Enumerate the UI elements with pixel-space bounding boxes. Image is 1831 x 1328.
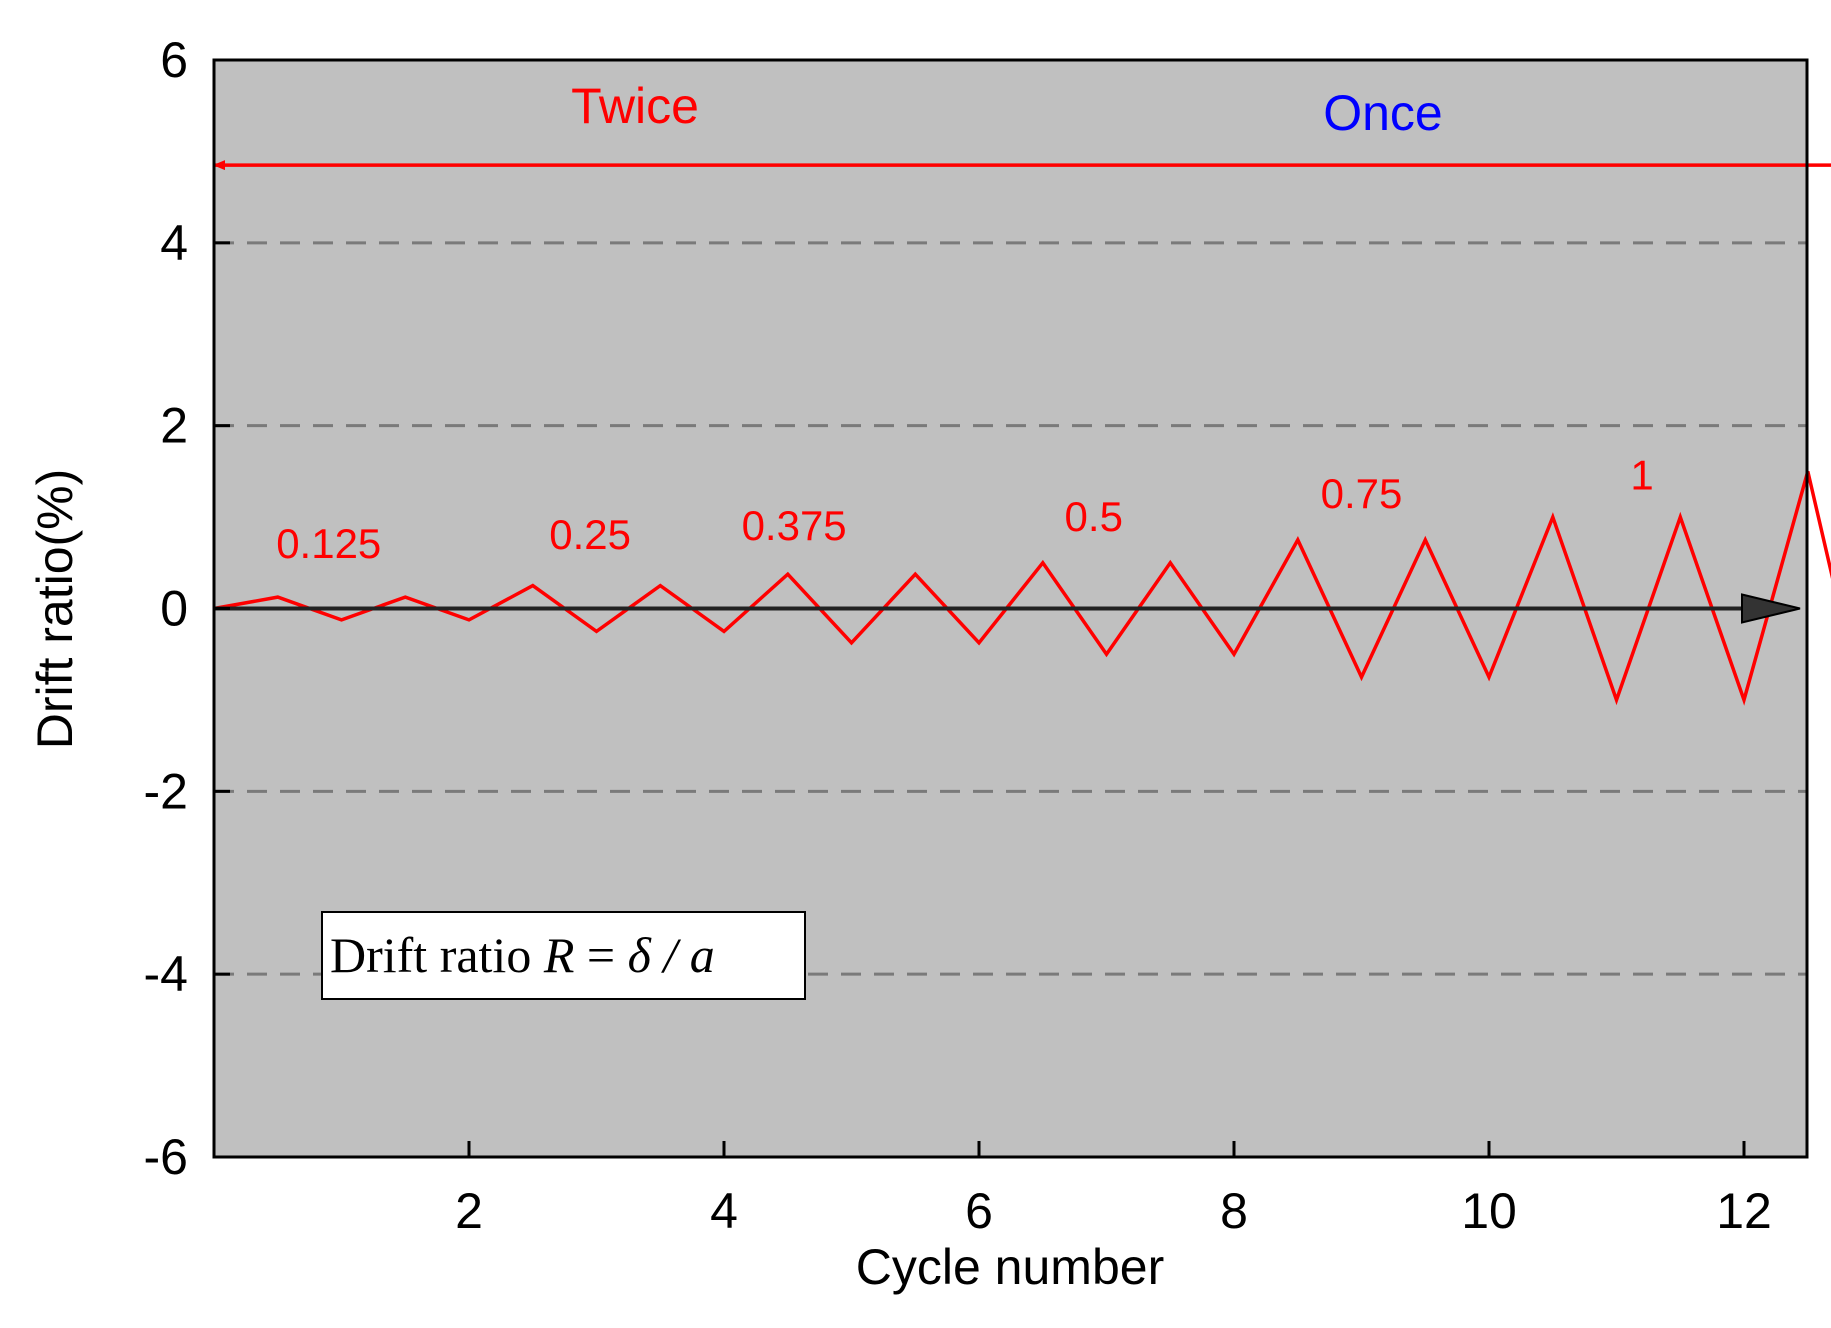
x-tick-label: 6 <box>965 1183 993 1239</box>
formula-box: Drift ratio R = δ / a <box>321 911 806 1000</box>
y-tick-label: 0 <box>160 581 188 637</box>
amplitude-label: 0.375 <box>742 502 847 549</box>
y-tick-label: -4 <box>144 946 188 1002</box>
formula-box-frame <box>321 911 806 1000</box>
formula-prefix: Drift ratio <box>330 927 544 983</box>
y-axis-title: Drift ratio(%) <box>27 469 83 750</box>
y-tick-label: 2 <box>160 398 188 454</box>
range-annotations: Twice Once <box>213 78 1831 171</box>
amplitude-label: 0.25 <box>549 511 631 558</box>
formula-a: a <box>690 927 715 983</box>
x-tick-label: 8 <box>1220 1183 1248 1239</box>
zero-axis-arrow <box>214 593 1801 624</box>
y-ticks: -6 -4 -2 0 2 4 6 <box>144 32 230 1185</box>
amplitude-label: 0.75 <box>1321 470 1403 517</box>
formula-slash: / <box>651 927 690 983</box>
formula-R: R <box>543 927 575 983</box>
y-tick-label: 4 <box>160 215 188 271</box>
x-ticks: 2468101214161820 <box>455 1141 1772 1239</box>
zero-axis-arrowhead <box>1741 593 1801 624</box>
range-label-once: Once <box>1323 85 1443 141</box>
y-tick-label: 6 <box>160 32 188 88</box>
x-tick-label: 10 <box>1461 1183 1517 1239</box>
formula-eq: = <box>574 927 627 983</box>
amplitude-label: 0.5 <box>1065 493 1123 540</box>
formula-delta: δ <box>628 927 652 983</box>
range-label-twice: Twice <box>571 78 699 134</box>
data-series <box>213 470 1831 706</box>
x-tick-label: 12 <box>1716 1183 1772 1239</box>
series-line-twice <box>213 470 1831 706</box>
amplitude-label: 1 <box>1630 452 1653 499</box>
amplitude-label: 0.125 <box>276 520 381 567</box>
formula-text: Drift ratio R = δ / a <box>330 927 715 983</box>
x-axis-title: Cycle number <box>856 1239 1164 1295</box>
y-tick-label: -2 <box>144 763 188 819</box>
x-tick-label: 2 <box>455 1183 483 1239</box>
x-tick-label: 4 <box>710 1183 738 1239</box>
y-tick-label: -6 <box>144 1129 188 1185</box>
